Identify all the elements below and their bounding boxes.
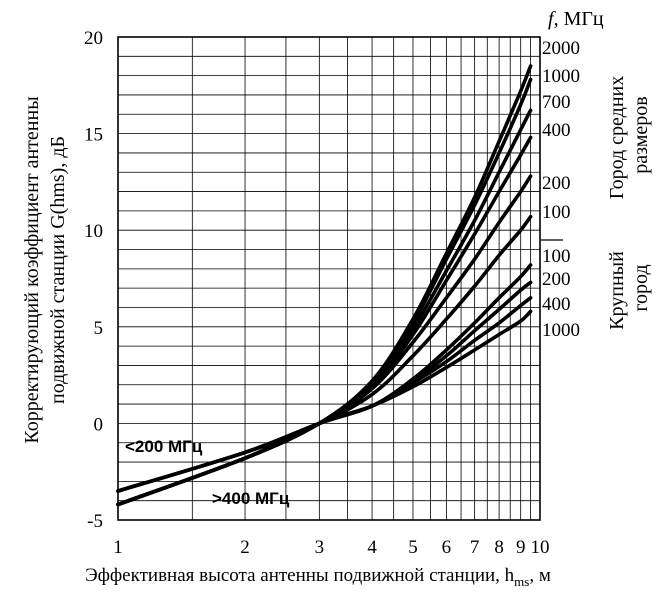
series-label-medium-1000: 1000: [542, 66, 580, 87]
frequency-symbol: f: [548, 8, 556, 30]
series-label-medium-400: 400: [542, 120, 571, 141]
series-label-large-1000: 1000: [542, 320, 580, 341]
group-label-large-line2: город: [630, 264, 652, 311]
plot-frame: [117, 36, 541, 521]
frequency-unit: , МГц: [554, 8, 604, 30]
x-axis-label-main: Эффективная высота антенны подвижной ста…: [85, 565, 515, 586]
y-tick-label: -5: [87, 511, 103, 532]
x-tick-label: 4: [367, 537, 377, 558]
series-label-medium-700: 700: [542, 92, 571, 113]
x-axis-label-unit: , м: [529, 565, 551, 586]
x-tick-label: 2: [240, 537, 250, 558]
series-line-large-200: [116, 280, 533, 493]
series-label-large-100: 100: [542, 246, 571, 267]
y-tick-label: 10: [84, 221, 103, 242]
annotation-high-freq: >400 МГц: [212, 489, 290, 508]
chart-grid: [117, 36, 541, 521]
x-tick-label: 3: [315, 537, 325, 558]
x-axis-label-subscript: ms: [514, 574, 529, 589]
x-axis-label: Эффективная высота антенны подвижной ста…: [85, 565, 551, 589]
y-tick-label: 5: [94, 318, 104, 339]
y-axis-label-line1: Корректирующий коэффициент антенны: [21, 96, 43, 443]
x-tick-label: 5: [408, 537, 418, 558]
series-label-medium-100: 100: [542, 202, 571, 223]
x-tick-label: 1: [113, 537, 123, 558]
y-axis-label-line2: подвижной станции G(hms), дБ: [47, 136, 69, 404]
group-label-medium-line2: размеров: [630, 96, 652, 173]
series-label-large-200: 200: [542, 269, 571, 290]
group-label-medium-city: Город средних размеров: [606, 71, 652, 199]
x-tick-label: 9: [516, 537, 526, 558]
group-label-large-line1: Крупный: [606, 251, 628, 330]
series-label-large-400: 400: [542, 294, 571, 315]
series-line-large-100: [116, 263, 533, 493]
series-label-medium-2000: 2000: [542, 38, 580, 59]
x-tick-label: 6: [442, 537, 452, 558]
frequency-header: f, МГц: [548, 8, 604, 30]
series-line-large-1000: [116, 309, 533, 507]
x-tick-label: 10: [531, 537, 550, 558]
x-tick-label: 8: [494, 537, 504, 558]
group-label-medium-line1: Город средних: [606, 76, 628, 199]
y-tick-label: 20: [84, 28, 103, 49]
y-tick-label: 0: [94, 414, 104, 435]
series-label-medium-200: 200: [542, 173, 571, 194]
x-tick-label: 7: [470, 537, 480, 558]
annotation-low-freq: <200 МГц: [125, 437, 203, 456]
y-tick-label: 15: [84, 125, 103, 146]
group-label-large-city: Крупный город: [606, 246, 652, 330]
